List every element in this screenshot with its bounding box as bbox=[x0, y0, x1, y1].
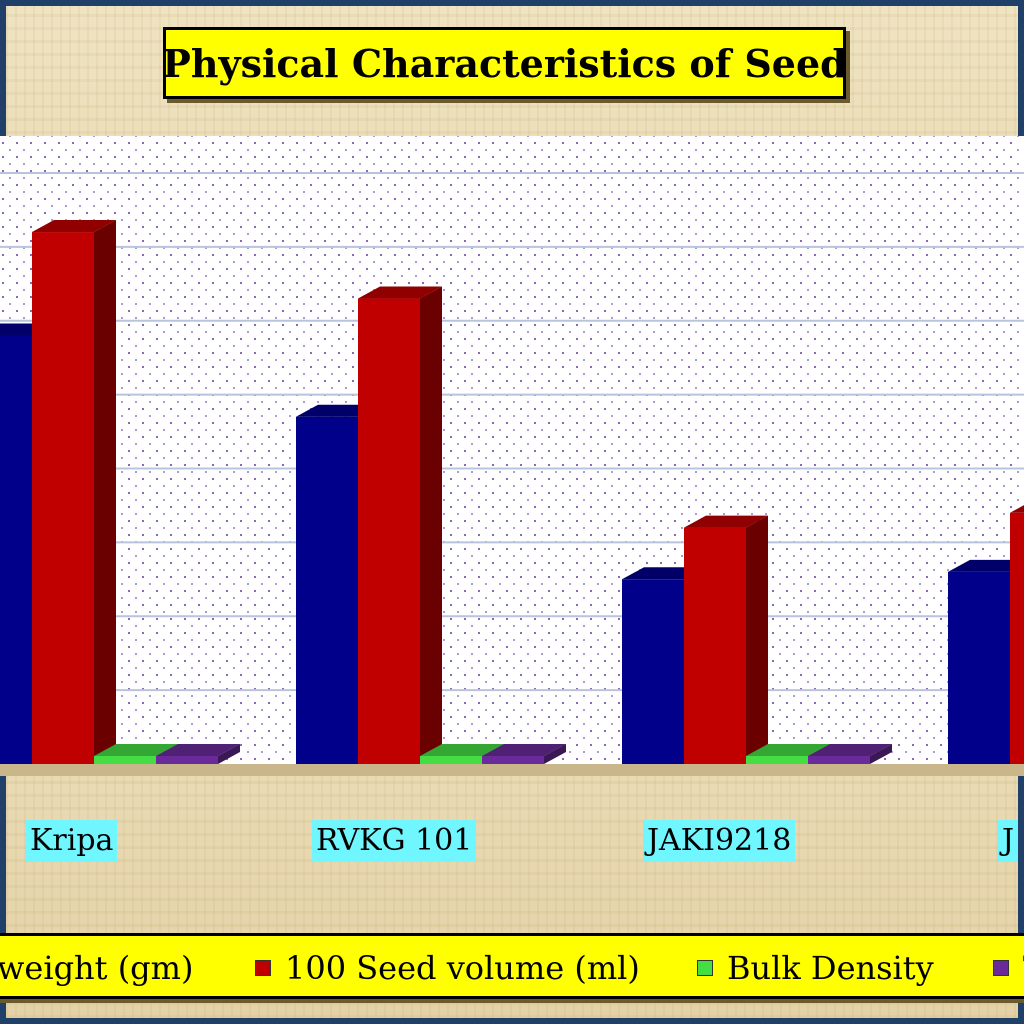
bar-front bbox=[0, 335, 32, 764]
legend-swatch bbox=[255, 960, 271, 976]
bar-1-0 bbox=[32, 220, 116, 764]
bar-top bbox=[482, 744, 566, 756]
bar-3-1 bbox=[482, 744, 566, 764]
legend-label: weight (gm) bbox=[0, 949, 194, 987]
bar-front bbox=[808, 756, 870, 764]
bar-front bbox=[1010, 512, 1024, 764]
bar-top bbox=[420, 744, 504, 756]
bar-3-0 bbox=[156, 744, 240, 764]
bar-front bbox=[94, 756, 156, 764]
bar-side bbox=[544, 744, 566, 764]
gridlines bbox=[0, 171, 1024, 692]
chart-title: Physical Characteristics of Seed bbox=[163, 27, 846, 99]
legend-label: 100 Seed volume (ml) bbox=[285, 949, 640, 987]
bar-top bbox=[94, 744, 178, 756]
category-label: Kripa bbox=[26, 820, 118, 862]
category-label: J bbox=[998, 820, 1019, 862]
bar-front bbox=[948, 571, 1010, 764]
bar-1-3 bbox=[1010, 505, 1024, 764]
bar-top bbox=[948, 559, 1024, 572]
bar-side bbox=[870, 744, 892, 764]
bar-front bbox=[156, 756, 218, 764]
bar-front bbox=[296, 416, 358, 764]
bar-front bbox=[482, 756, 544, 764]
bar-side bbox=[94, 220, 116, 764]
bar-front bbox=[32, 232, 94, 764]
bar-top bbox=[32, 220, 116, 233]
bar-3-2 bbox=[808, 744, 892, 764]
bar-top bbox=[156, 744, 240, 756]
bar-top bbox=[1010, 505, 1024, 513]
plot-floor bbox=[0, 764, 1024, 776]
bar-front bbox=[420, 756, 482, 764]
bar-front bbox=[746, 756, 808, 764]
bar-top bbox=[684, 515, 768, 528]
bar-top bbox=[746, 744, 830, 756]
bar-top bbox=[808, 744, 892, 756]
legend-swatch bbox=[697, 960, 713, 976]
bar-1-1 bbox=[358, 286, 442, 764]
legend-item: 100 Seed volume (ml) bbox=[255, 946, 640, 990]
category-label: RVKG 101 bbox=[312, 820, 477, 862]
bar-1-2 bbox=[684, 515, 768, 764]
bar-side bbox=[420, 286, 442, 764]
legend-item: weight (gm) bbox=[0, 946, 193, 990]
bar-top bbox=[358, 286, 442, 299]
bar-front bbox=[622, 579, 684, 764]
legend-swatch bbox=[993, 960, 1009, 976]
bar-side bbox=[218, 744, 240, 764]
legend-label: Bulk Density bbox=[727, 949, 934, 987]
legend-item: Bulk Density bbox=[697, 946, 934, 990]
bar-front bbox=[684, 527, 746, 764]
bar-front bbox=[358, 298, 420, 764]
legend: weight (gm) 100 Seed volume (ml) Bulk Dens… bbox=[0, 933, 1024, 999]
bars-group bbox=[0, 220, 1024, 764]
plot-background bbox=[0, 136, 1024, 764]
legend-item: T bbox=[993, 946, 1024, 990]
category-label: JAKI9218 bbox=[643, 820, 796, 862]
bar-side bbox=[746, 515, 768, 764]
